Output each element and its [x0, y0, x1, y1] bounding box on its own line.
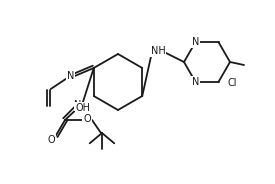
Text: NH: NH [151, 46, 165, 56]
Text: N: N [192, 37, 199, 47]
Text: Cl: Cl [227, 78, 237, 88]
Text: O: O [47, 135, 55, 145]
Text: N: N [74, 100, 82, 110]
Text: N: N [192, 77, 199, 87]
Text: OH: OH [76, 103, 90, 113]
Text: O: O [83, 114, 91, 124]
Text: N: N [67, 71, 75, 81]
